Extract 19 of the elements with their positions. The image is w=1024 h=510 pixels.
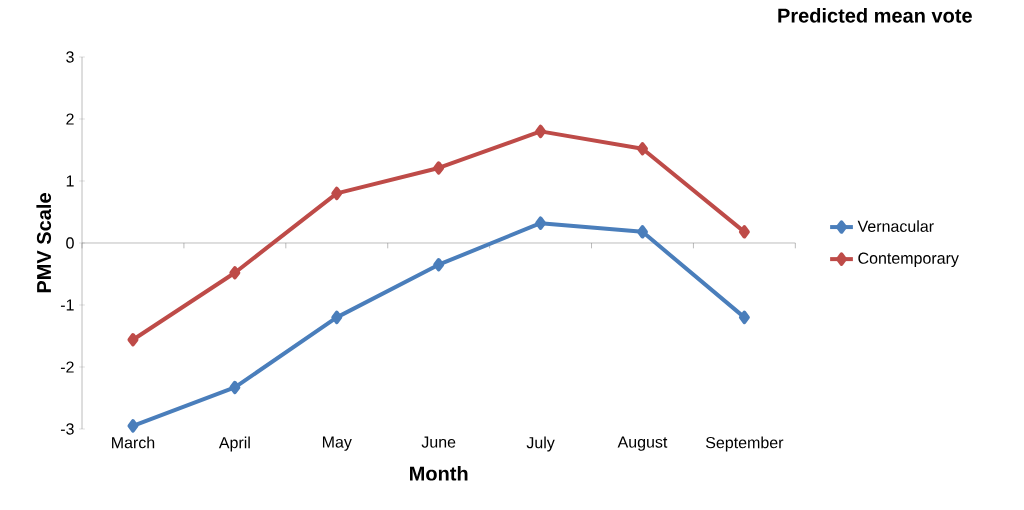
x-axis-title: Month [410, 465, 468, 481]
legend-label: Vernacular [857, 220, 934, 233]
x-tick-label: June [421, 436, 456, 448]
text: Predicted mean vote [778, 8, 972, 23]
y-tick-label: 2 [66, 113, 74, 125]
x-tick-label: July [526, 436, 555, 452]
y-tick-label: 3 [66, 51, 74, 63]
y-axis-title: PMV Scale [36, 193, 52, 293]
y-tick-label: 1 [66, 175, 74, 187]
x-tick-label: March [112, 436, 155, 449]
y-tick-label: -3 [60, 423, 74, 435]
y-tick-label: -2 [60, 361, 74, 373]
y-tick-label: 0 [66, 237, 74, 249]
x-tick-label: May [322, 436, 352, 451]
x-tick-label: September [705, 436, 784, 452]
x-tick-label: April [218, 436, 250, 452]
x-tick-label: August [617, 436, 668, 451]
legend-label: Contemporary [858, 252, 959, 268]
y-tick-label: -1 [60, 299, 74, 311]
